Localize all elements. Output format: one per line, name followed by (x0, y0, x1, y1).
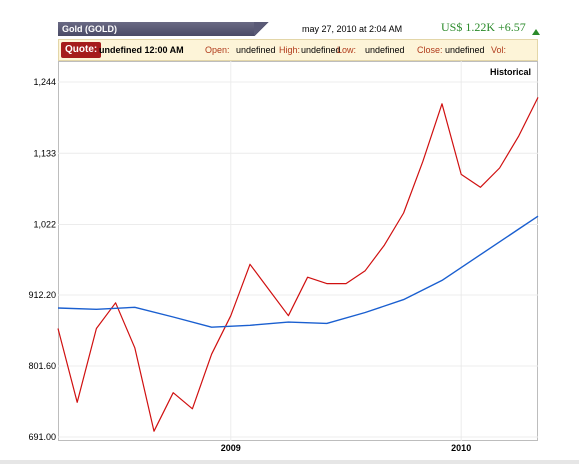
quote-time: undefined 12:00 AM (99, 45, 184, 55)
close-label: Close: (417, 45, 443, 55)
price-line (57, 97, 539, 432)
high-label: High: (279, 45, 301, 55)
x-tick-label: 2009 (221, 443, 241, 453)
quote-timestamp: may 27, 2010 at 2:04 AM (302, 24, 403, 34)
y-tick-label: 801.60 (28, 361, 56, 371)
chart-frame: Historical (58, 61, 538, 441)
legend-historical: Historical (489, 67, 531, 77)
moving-average-line (57, 215, 539, 328)
low-label: Low: (337, 45, 357, 55)
low-value: undefined (365, 45, 405, 55)
up-arrow-icon (532, 29, 540, 35)
open-value: undefined (236, 45, 276, 55)
bottom-band (0, 460, 579, 464)
quote-tag: Quote: (61, 42, 102, 58)
y-tick-label: 1,022 (33, 220, 56, 230)
vol-label: Vol: (491, 45, 507, 55)
y-tick-label: 1,244 (33, 77, 56, 87)
open-label: Open: (205, 45, 230, 55)
y-tick-label: 1,133 (33, 148, 56, 158)
high-value: undefined (301, 45, 341, 55)
x-tick-label: 2010 (451, 443, 471, 453)
close-value: undefined (445, 45, 485, 55)
price-change: US$ 1.22K +6.57 (441, 20, 526, 34)
y-tick-label: 912.20 (28, 290, 56, 300)
chart-title: Gold (GOLD) (58, 22, 254, 36)
title-tab-corner (254, 22, 270, 36)
y-tick-label: 691.00 (28, 432, 56, 442)
quote-bar: Quote: undefined 12:00 AM Open: undefine… (58, 39, 538, 61)
